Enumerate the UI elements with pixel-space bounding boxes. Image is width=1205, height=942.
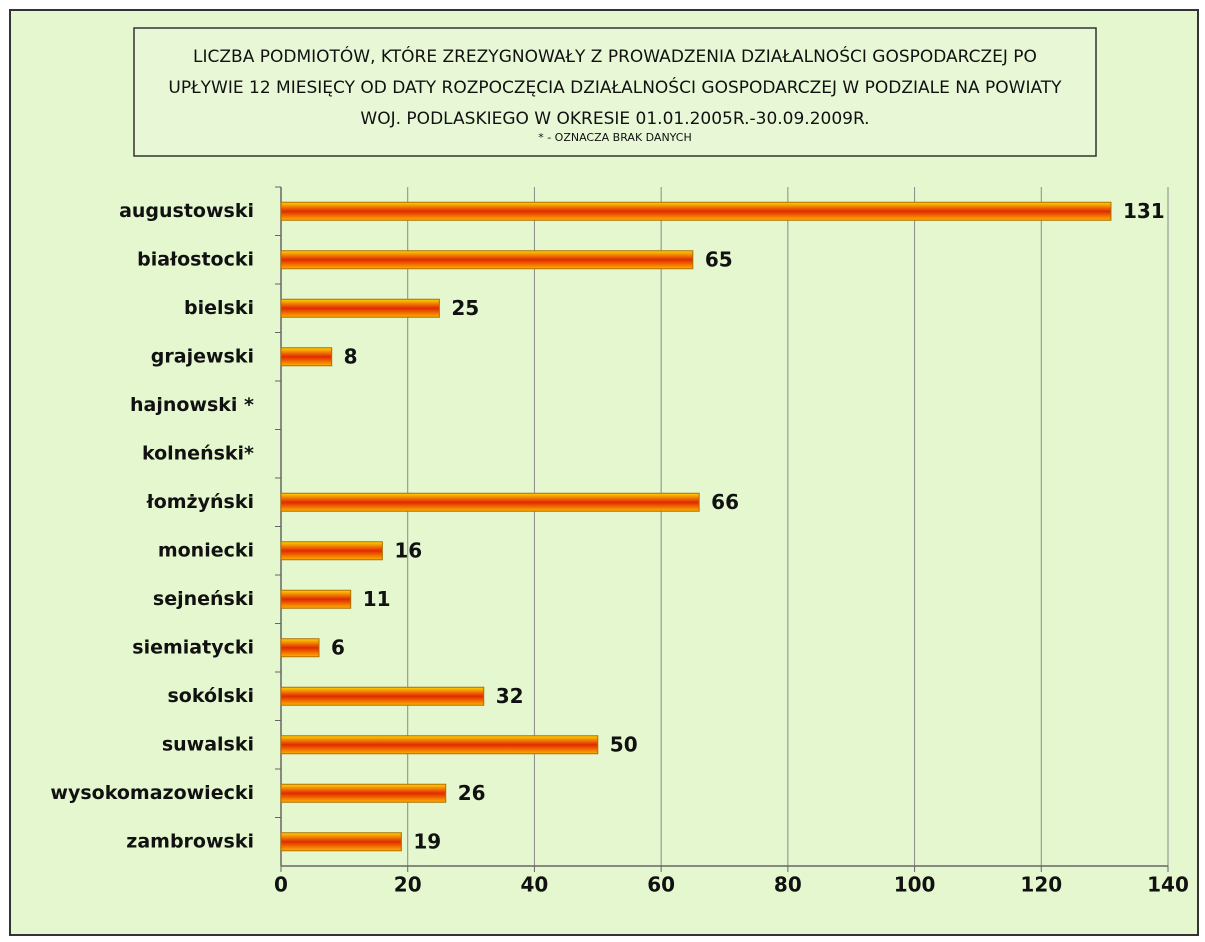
y-tick-label: białostocki (137, 248, 254, 270)
y-tick-label: bielski (184, 297, 254, 319)
x-tick-label: 40 (521, 873, 549, 897)
bar (280, 589, 352, 609)
data-label: 6 (331, 635, 345, 659)
data-label: 19 (413, 829, 441, 853)
x-tick-label: 0 (274, 873, 288, 897)
x-tick-label: 80 (774, 873, 802, 897)
bar (280, 638, 320, 658)
chart-subtitle: * - OZNACZA BRAK DANYCH (538, 131, 692, 144)
y-tick-label: suwalski (162, 733, 254, 755)
data-label: 32 (496, 684, 524, 708)
data-label: 50 (610, 732, 638, 756)
y-tick-label: kolneński* (142, 442, 254, 464)
data-label: 131 (1123, 199, 1165, 223)
bar (280, 783, 447, 803)
y-tick-label: grajewski (151, 345, 254, 367)
data-label: 16 (394, 538, 422, 562)
bar (280, 201, 1112, 221)
data-label: 8 (344, 344, 358, 368)
y-tick-label: zambrowski (126, 830, 254, 852)
y-tick-label: hajnowski * (130, 394, 254, 416)
bar (280, 832, 402, 852)
x-tick-label: 100 (894, 873, 936, 897)
y-tick-label: łomżyński (146, 491, 254, 513)
bar (280, 735, 599, 755)
bar (280, 686, 485, 706)
bar (280, 492, 700, 512)
y-tick-label: augustowski (119, 200, 254, 222)
data-label: 26 (458, 781, 486, 805)
bar (280, 541, 383, 561)
y-tick-label: sokólski (167, 685, 254, 707)
title-box (133, 27, 1097, 157)
x-tick-label: 60 (647, 873, 675, 897)
bar (280, 298, 440, 318)
bar (280, 347, 333, 367)
title-block: LICZBA PODMIOTÓW, KTÓRE ZREZYGNOWAŁY Z P… (134, 28, 1096, 156)
background (9, 9, 1199, 936)
data-label: 66 (711, 490, 739, 514)
data-label: 11 (363, 587, 391, 611)
bar (280, 250, 694, 270)
y-tick-label: wysokomazowiecki (50, 782, 254, 804)
x-tick-label: 140 (1147, 873, 1189, 897)
data-label: 65 (705, 247, 733, 271)
y-tick-label: sejneński (153, 588, 254, 610)
data-label: 25 (451, 296, 479, 320)
x-tick-label: 20 (394, 873, 422, 897)
chart-title: LICZBA PODMIOTÓW, KTÓRE ZREZYGNOWAŁY Z P… (168, 47, 1062, 129)
x-tick-label: 120 (1020, 873, 1062, 897)
y-tick-label: moniecki (158, 539, 254, 561)
y-tick-label: siemiatycki (132, 636, 254, 658)
